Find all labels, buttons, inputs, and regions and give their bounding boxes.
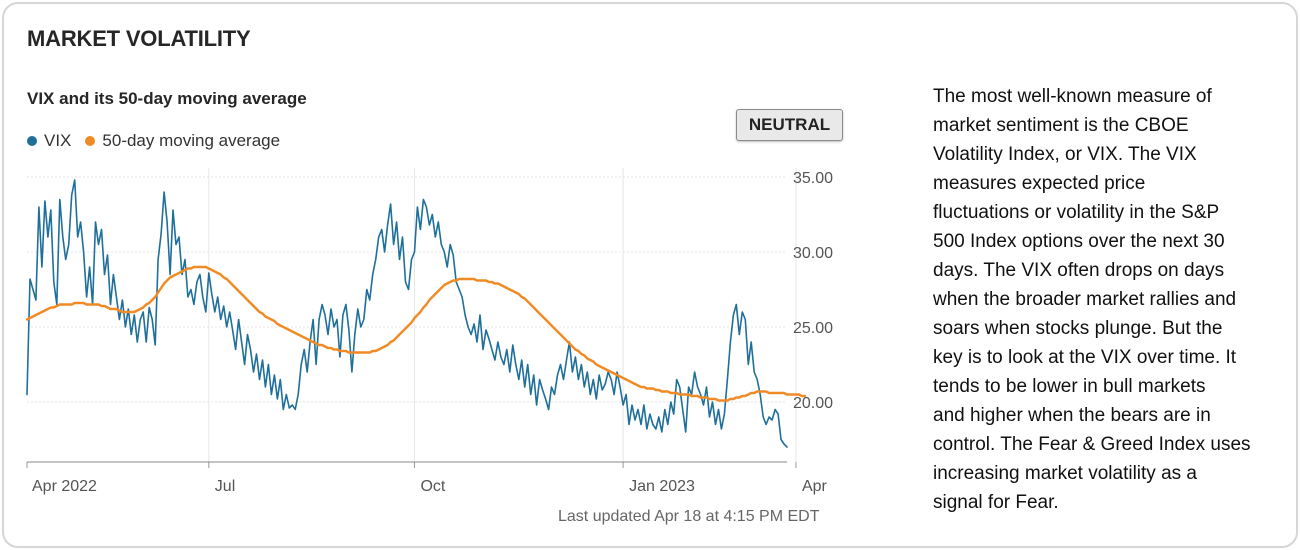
description-line: days. The VIX often drops on days — [933, 260, 1225, 281]
y-tick-label: 20.00 — [793, 395, 833, 412]
x-tick-label: Jul — [215, 478, 235, 495]
ma-legend-dot-icon — [85, 136, 96, 146]
legend-item-moving-average[interactable]: 50-day moving average — [85, 131, 280, 151]
description-line: fluctuations or volatility in the S&P — [933, 202, 1220, 223]
x-tick-label: Apr — [802, 478, 828, 495]
vix-legend-dot-icon — [27, 136, 37, 146]
description-text: The most well-known measure of market sen… — [933, 82, 1285, 517]
chart-subtitle: VIX and its 50-day moving average — [27, 89, 307, 108]
card-title: MARKET VOLATILITY — [27, 26, 251, 51]
chart-series — [25, 179, 807, 448]
description-line: market sentiment is the CBOE — [933, 115, 1189, 136]
vix-series-line — [26, 179, 788, 448]
legend-label-vix: VIX — [44, 131, 72, 150]
moving-average-series-line — [25, 265, 807, 402]
y-tick-label: 30.00 — [793, 245, 833, 262]
description-line: Volatility Index, or VIX. The VIX — [933, 144, 1197, 165]
description-line: when the broader market rallies and — [933, 289, 1237, 310]
x-tick-label: Jan 2023 — [629, 478, 695, 495]
x-tick-label: Oct — [420, 478, 445, 495]
description-line: increasing market volatility as a — [933, 463, 1197, 484]
sentiment-badge: NEUTRAL — [736, 109, 843, 141]
description-line: The most well-known measure of — [933, 86, 1212, 107]
description-line: tends to be lower in bull markets — [933, 376, 1206, 397]
chart-legend: VIX 50-day moving average — [27, 131, 294, 151]
description-line: control. The Fear & Greed Index uses — [933, 434, 1251, 455]
description-line: key is to look at the VIX over time. It — [933, 347, 1237, 368]
description-line: signal for Fear. — [933, 492, 1059, 513]
chart-axes: 35.00 30.00 25.00 20.00 Apr 2022 Jul Oct Jan 20… — [26, 170, 833, 495]
y-tick-label: 35.00 — [793, 170, 833, 187]
legend-item-vix[interactable]: VIX — [27, 131, 71, 151]
last-updated: Last updated Apr 18 at 4:15 PM EDT — [558, 508, 820, 525]
legend-label-moving-average: 50-day moving average — [102, 131, 281, 150]
description-line: and higher when the bears are in — [933, 405, 1211, 426]
x-tick-label: Apr 2022 — [32, 478, 97, 495]
y-tick-label: 25.00 — [793, 320, 833, 337]
description-line: 500 Index options over the next 30 — [933, 231, 1225, 252]
description-line: measures expected price — [933, 173, 1146, 194]
description-line: soars when stocks plunge. But the — [933, 318, 1223, 339]
